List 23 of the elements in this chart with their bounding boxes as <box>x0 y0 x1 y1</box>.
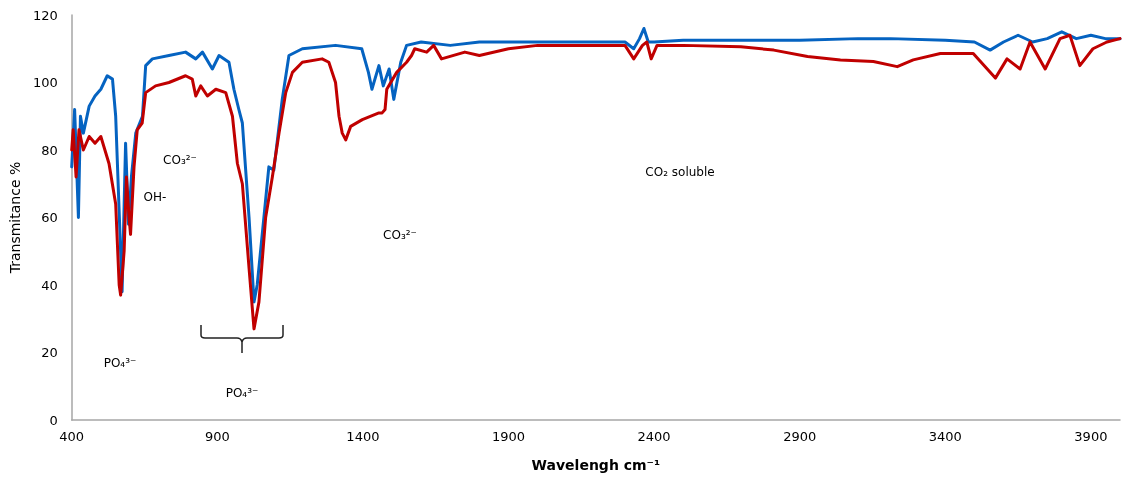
annotation: OH- <box>143 190 167 204</box>
annotation: CO₃²⁻ <box>163 153 197 167</box>
x-tick-label: 2900 <box>783 429 817 444</box>
x-tick-label: 900 <box>204 429 230 444</box>
annotation: PO₄³⁻ <box>103 356 137 370</box>
x-tick-label: 400 <box>59 429 85 444</box>
y-tick-label: 120 <box>32 7 58 23</box>
y-tick-label: 40 <box>41 277 58 293</box>
y-tick-label: 100 <box>32 75 58 90</box>
y-tick-label: 80 <box>41 142 58 158</box>
y-axis-title: Transmitance % <box>7 161 23 275</box>
x-tick-label: 1400 <box>346 429 380 444</box>
annotation: PO₄³⁻ <box>225 386 259 400</box>
x-tick-label: 3900 <box>1074 429 1108 444</box>
annotation: CO₃²⁻ <box>383 228 417 242</box>
y-tick-label: 20 <box>41 345 58 360</box>
annotation: CO₂ soluble <box>645 165 715 179</box>
x-tick-label: 1900 <box>491 429 526 444</box>
x-axis-title: Wavelengh cm⁻¹ <box>531 457 661 473</box>
y-tick-label: 0 <box>49 412 58 428</box>
y-tick-label: 60 <box>41 210 58 225</box>
x-tick-label: 2400 <box>637 429 671 444</box>
x-tick-label: 3400 <box>928 429 962 444</box>
